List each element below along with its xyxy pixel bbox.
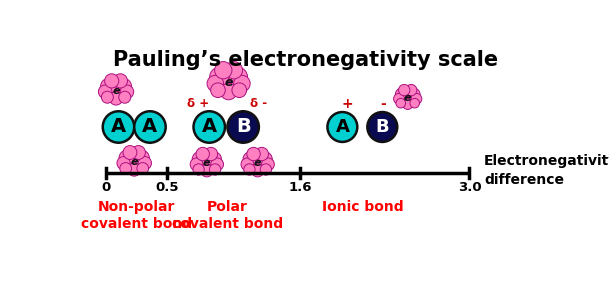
Circle shape [101, 91, 113, 103]
Circle shape [225, 62, 242, 79]
Circle shape [211, 158, 224, 171]
Text: e: e [112, 86, 120, 96]
Circle shape [255, 147, 269, 161]
Circle shape [393, 93, 404, 104]
Circle shape [119, 150, 135, 166]
Circle shape [193, 164, 204, 175]
Text: B: B [236, 118, 250, 136]
Circle shape [207, 75, 224, 92]
Circle shape [196, 147, 209, 161]
Circle shape [396, 98, 406, 108]
Text: A: A [143, 118, 158, 136]
Text: δ -: δ - [250, 97, 267, 111]
Circle shape [134, 111, 166, 143]
Circle shape [403, 99, 413, 109]
Circle shape [206, 152, 222, 166]
Text: e: e [203, 158, 211, 168]
Circle shape [134, 150, 149, 166]
Circle shape [400, 91, 415, 105]
Circle shape [125, 153, 143, 171]
Text: -: - [381, 97, 386, 111]
Circle shape [105, 74, 119, 88]
Text: 0: 0 [102, 182, 111, 194]
Circle shape [120, 85, 134, 99]
Text: B: B [376, 118, 389, 136]
Circle shape [209, 67, 229, 86]
Circle shape [204, 147, 217, 161]
Circle shape [228, 67, 247, 86]
Circle shape [328, 112, 357, 142]
Circle shape [247, 147, 260, 161]
Text: A: A [202, 118, 217, 136]
Circle shape [244, 164, 255, 175]
Circle shape [398, 84, 410, 96]
Circle shape [395, 88, 408, 101]
Text: +: + [342, 97, 353, 111]
Circle shape [119, 91, 131, 103]
Circle shape [99, 85, 112, 99]
Circle shape [123, 146, 137, 159]
Text: 0.5: 0.5 [155, 182, 178, 194]
Circle shape [132, 146, 146, 159]
Circle shape [234, 75, 250, 92]
Circle shape [137, 163, 149, 174]
Circle shape [107, 81, 125, 100]
Circle shape [407, 88, 420, 101]
Text: e: e [130, 157, 138, 167]
Circle shape [214, 62, 232, 79]
Circle shape [243, 152, 258, 166]
Circle shape [252, 164, 264, 177]
Circle shape [120, 163, 132, 174]
Text: e: e [254, 158, 261, 168]
Circle shape [410, 98, 420, 108]
Text: Non-polar
covalent bond: Non-polar covalent bond [81, 200, 192, 231]
Circle shape [261, 158, 274, 171]
Circle shape [260, 164, 272, 175]
Circle shape [138, 157, 152, 170]
Circle shape [128, 163, 141, 176]
Text: e: e [404, 93, 412, 103]
Text: e: e [224, 76, 233, 89]
Text: A: A [111, 118, 126, 136]
Circle shape [411, 93, 422, 104]
Circle shape [258, 152, 272, 166]
Circle shape [232, 83, 247, 97]
Text: A: A [336, 118, 350, 136]
Circle shape [200, 164, 213, 177]
Text: Pauling’s electronegativity scale: Pauling’s electronegativity scale [113, 49, 499, 70]
Circle shape [406, 84, 417, 96]
Circle shape [211, 83, 225, 97]
Text: Electronegativity
difference: Electronegativity difference [484, 154, 609, 187]
Circle shape [241, 158, 254, 171]
Circle shape [198, 155, 216, 172]
Circle shape [100, 79, 116, 94]
Circle shape [367, 112, 397, 142]
Circle shape [220, 83, 237, 100]
Circle shape [113, 74, 127, 88]
Circle shape [209, 164, 220, 175]
Circle shape [227, 111, 259, 143]
Text: Ionic bond: Ionic bond [322, 200, 404, 214]
Circle shape [194, 111, 225, 143]
Circle shape [217, 71, 240, 93]
Circle shape [249, 155, 266, 172]
Text: δ +: δ + [188, 97, 209, 111]
Circle shape [109, 92, 123, 105]
Circle shape [190, 158, 203, 171]
Circle shape [103, 111, 134, 143]
Circle shape [117, 157, 130, 170]
Text: 1.6: 1.6 [288, 182, 312, 194]
Text: 3.0: 3.0 [457, 182, 481, 194]
Circle shape [192, 152, 207, 166]
Text: Polar
covalent bond: Polar covalent bond [172, 200, 283, 231]
Circle shape [116, 79, 132, 94]
